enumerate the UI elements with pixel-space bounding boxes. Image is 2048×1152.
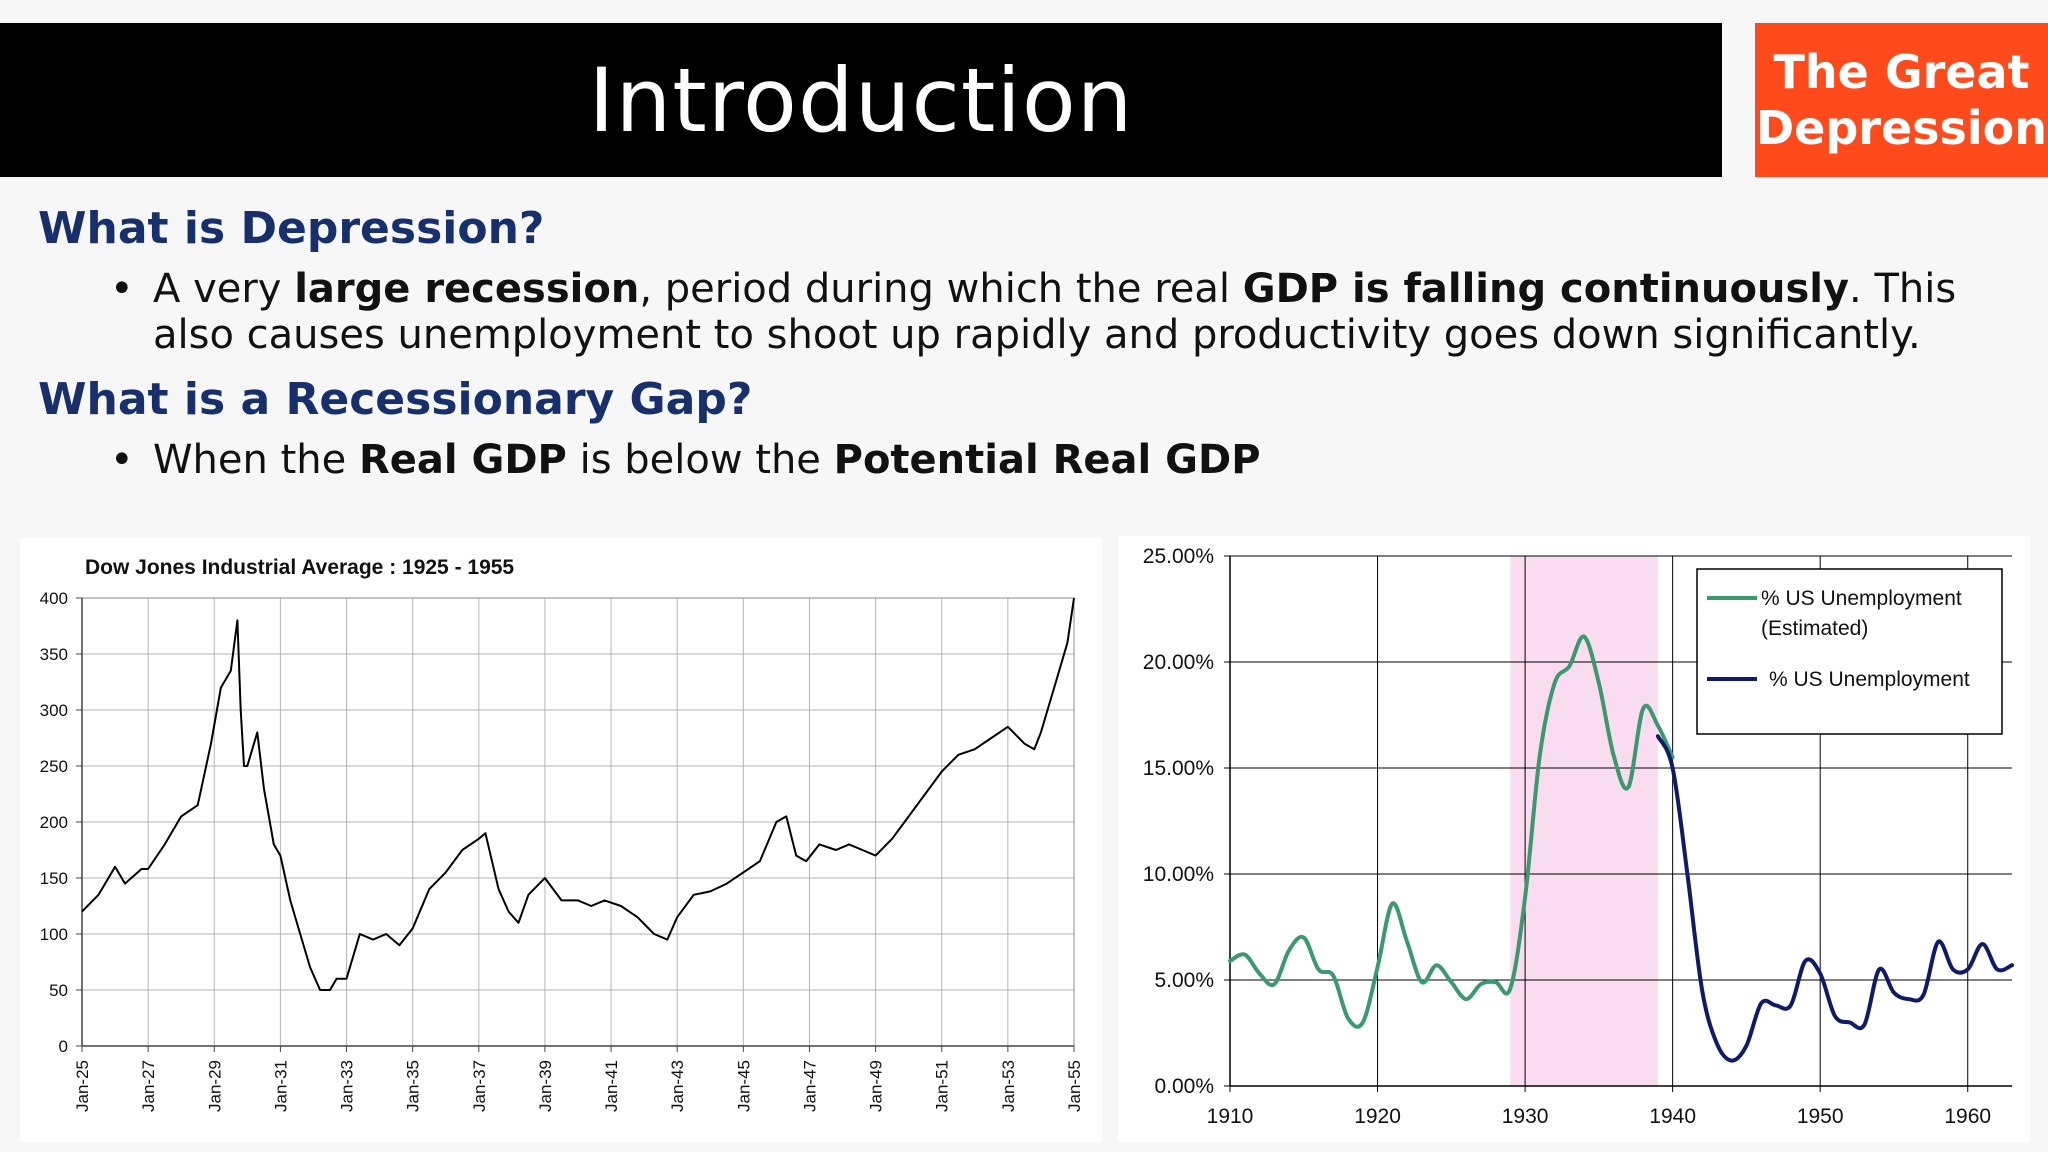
bullet-glyph: •	[110, 266, 134, 312]
bullet-text-part: When the	[153, 437, 359, 483]
y-tick-label: 100	[40, 925, 68, 944]
y-tick-label: 350	[40, 645, 68, 664]
y-tick-label: 250	[40, 757, 68, 776]
bullet-recessionary-gap: • When the Real GDP is below the Potenti…	[110, 437, 2010, 483]
bullet-text-part: A very	[153, 266, 295, 312]
bullet-bold-part: large recession	[294, 266, 640, 312]
page-title: Introduction	[588, 48, 1134, 152]
y-tick-label: 5.00%	[1154, 969, 1214, 992]
x-tick-label: Jan-43	[668, 1060, 687, 1112]
y-tick-label: 25.00%	[1143, 545, 1214, 568]
x-tick-label: Jan-27	[139, 1060, 158, 1112]
x-tick-label: Jan-53	[999, 1060, 1018, 1112]
section-heading-depression: What is Depression?	[38, 203, 545, 254]
x-tick-label: 1940	[1649, 1105, 1696, 1128]
y-tick-label: 50	[49, 981, 68, 1000]
y-tick-label: 300	[40, 701, 68, 720]
x-tick-label: Jan-39	[536, 1060, 555, 1112]
dow-jones-chart-panel: Dow Jones Industrial Average : 1925 - 19…	[20, 538, 1102, 1142]
x-tick-label: 1960	[1944, 1105, 1991, 1128]
x-tick-label: Jan-31	[271, 1060, 290, 1112]
y-tick-label: 20.00%	[1143, 651, 1214, 674]
x-tick-label: Jan-37	[470, 1060, 489, 1112]
x-tick-label: Jan-55	[1065, 1060, 1084, 1112]
x-tick-label: Jan-41	[602, 1060, 621, 1112]
shaded-depression-region	[1510, 556, 1658, 1086]
dow-jones-chart: Dow Jones Industrial Average : 1925 - 19…	[40, 556, 1084, 1112]
y-tick-label: 150	[40, 869, 68, 888]
x-tick-label: 1920	[1354, 1105, 1401, 1128]
bullet-text-part: . This also causes unemployment to shoot…	[153, 266, 1957, 358]
dow-jones-line	[81, 597, 1075, 991]
bullet-bold-part: Real GDP	[358, 437, 567, 483]
legend-label-actual: % US Unemployment	[1769, 668, 1970, 691]
bullet-bold-part: GDP is falling continuously	[1242, 266, 1850, 312]
estimated-unemployment-line	[1228, 634, 1675, 1029]
y-tick-label: 0.00%	[1154, 1075, 1214, 1098]
x-tick-label: 1950	[1797, 1105, 1844, 1128]
x-tick-label: Jan-25	[73, 1060, 92, 1112]
x-tick-label: Jan-49	[867, 1060, 886, 1112]
y-tick-label: 15.00%	[1143, 757, 1214, 780]
x-tick-label: Jan-45	[734, 1060, 753, 1112]
x-tick-label: 1930	[1502, 1105, 1549, 1128]
x-tick-label: Jan-29	[205, 1060, 224, 1112]
y-tick-label: 400	[40, 589, 68, 608]
bullet-glyph: •	[110, 437, 134, 483]
x-tick-label: 1910	[1207, 1105, 1254, 1128]
x-tick-label: Jan-47	[800, 1060, 819, 1112]
unemployment-chart-panel: 0.00% 5.00% 10.00% 15.00% 20.00% 25.00% 1910 19…	[1118, 536, 2030, 1142]
bullet-bold-part: Potential Real GDP	[833, 437, 1261, 483]
chart-title: Dow Jones Industrial Average : 1925 - 19…	[85, 556, 514, 579]
x-tick-label: Jan-33	[338, 1060, 357, 1112]
title-bar: Introduction	[0, 23, 1722, 177]
y-tick-label: 200	[40, 813, 68, 832]
unemployment-chart: 0.00% 5.00% 10.00% 15.00% 20.00% 25.00% 1910 19…	[1143, 545, 2014, 1128]
y-tick-label: 0	[59, 1037, 68, 1056]
bullet-text: When the Real GDP is below the Potential…	[153, 437, 2010, 483]
bullet-depression: • A very large recession, period during …	[110, 266, 2010, 358]
unemployment-line	[1655, 734, 2014, 1063]
legend-label-estimated: % US Unemployment (Estimated)	[1761, 587, 1962, 640]
bullet-text-part: is below the	[566, 437, 834, 483]
topic-badge-label: The Great Depression	[1755, 45, 2048, 155]
x-tick-label: Jan-35	[404, 1060, 423, 1112]
bullet-text-part: , period during which the real	[639, 266, 1243, 312]
bullet-text: A very large recession, period during wh…	[153, 266, 2010, 358]
y-tick-label: 10.00%	[1143, 863, 1214, 886]
section-heading-recessionary-gap: What is a Recessionary Gap?	[38, 374, 753, 425]
x-tick-label: Jan-51	[933, 1060, 952, 1112]
topic-badge: The Great Depression	[1755, 23, 2048, 177]
